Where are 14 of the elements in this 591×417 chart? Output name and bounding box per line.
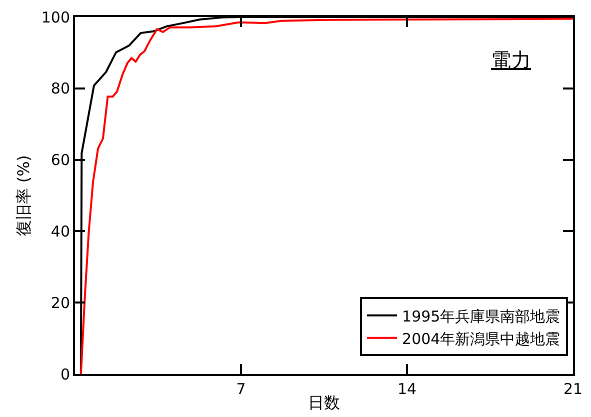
- y-tick-label: 80: [50, 80, 70, 98]
- y-axis-title: 復旧率 (%): [14, 155, 33, 236]
- y-tick-label: 0: [60, 365, 70, 384]
- y-tick-label: 40: [50, 222, 70, 240]
- legend-label: 2004年新潟県中越地震: [402, 330, 560, 348]
- x-tick-label: 14: [397, 380, 417, 398]
- x-tick-label: 21: [563, 380, 583, 398]
- annotation: 電力: [491, 48, 531, 72]
- x-tick-label: 7: [236, 380, 246, 398]
- y-tick-label: 20: [50, 294, 70, 312]
- y-tick-label: 100: [41, 8, 70, 26]
- legend-label: 1995年兵庫県南部地震: [402, 307, 560, 326]
- x-axis-title: 日数: [308, 393, 340, 412]
- y-tick-label: 60: [50, 151, 70, 170]
